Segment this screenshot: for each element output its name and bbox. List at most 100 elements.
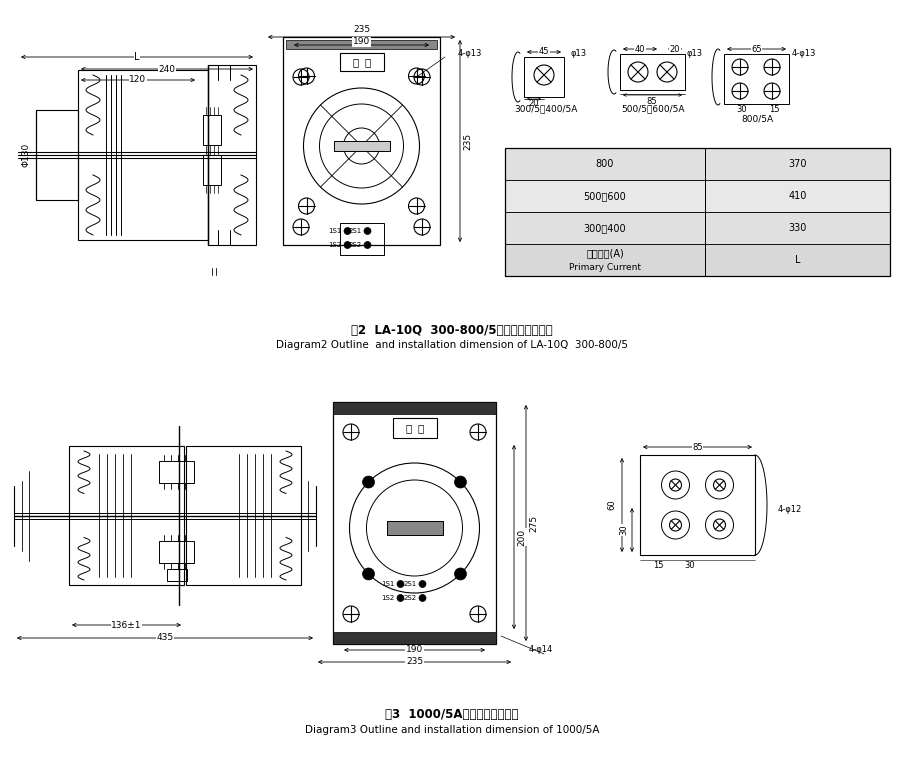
Text: 235: 235 <box>463 133 472 149</box>
Bar <box>705 212 890 244</box>
Bar <box>186 446 301 585</box>
Circle shape <box>364 228 371 234</box>
Text: 120: 120 <box>129 76 147 84</box>
Circle shape <box>397 594 404 601</box>
Bar <box>167 568 187 581</box>
Bar <box>505 148 890 276</box>
Bar <box>705 180 890 212</box>
Text: 1S2: 1S2 <box>381 595 395 601</box>
Bar <box>334 141 389 151</box>
Bar <box>334 141 389 151</box>
Text: 30: 30 <box>685 561 695 569</box>
Text: 图2  LA-10Q  300-800/5外形及安装尺寸图: 图2 LA-10Q 300-800/5外形及安装尺寸图 <box>351 323 553 336</box>
Text: 85: 85 <box>692 443 703 451</box>
Text: 2S1: 2S1 <box>404 581 416 587</box>
Text: 一次电流(A): 一次电流(A) <box>586 248 624 258</box>
Text: φ13: φ13 <box>571 50 587 58</box>
Text: φ13: φ13 <box>687 50 703 58</box>
Circle shape <box>419 581 426 588</box>
Circle shape <box>344 228 351 234</box>
Circle shape <box>454 476 466 488</box>
Text: 1S1: 1S1 <box>329 228 341 234</box>
Text: 牌: 牌 <box>417 423 424 433</box>
Bar <box>283 37 440 245</box>
Text: 30: 30 <box>620 525 628 535</box>
Text: Diagram2 Outline  and installation dimension of LA-10Q  300-800/5: Diagram2 Outline and installation dimens… <box>276 340 628 350</box>
Circle shape <box>419 594 426 601</box>
Bar <box>339 53 384 71</box>
Circle shape <box>364 241 371 248</box>
Bar <box>386 521 443 535</box>
Text: 15: 15 <box>768 104 779 113</box>
Text: 45: 45 <box>538 47 549 57</box>
Text: 275: 275 <box>529 515 538 532</box>
Text: Primary Current: Primary Current <box>569 263 641 271</box>
Text: 铭: 铭 <box>352 57 358 67</box>
Text: 190: 190 <box>353 38 370 47</box>
Text: 图3  1000/5A外形及安装尺寸图: 图3 1000/5A外形及安装尺寸图 <box>386 709 519 722</box>
Bar <box>724 54 789 104</box>
Text: 235: 235 <box>406 657 423 666</box>
Bar <box>505 180 705 212</box>
Text: 500、600: 500、600 <box>584 191 626 201</box>
Bar <box>640 455 755 555</box>
Bar <box>203 155 221 185</box>
Text: 370: 370 <box>788 159 806 169</box>
Text: 2S2: 2S2 <box>404 595 416 601</box>
Text: 40: 40 <box>634 44 645 54</box>
Text: 330: 330 <box>788 223 806 233</box>
Text: 300/5、400/5A: 300/5、400/5A <box>514 104 577 113</box>
Text: 4-φ12: 4-φ12 <box>778 506 802 515</box>
Circle shape <box>344 241 351 248</box>
Bar <box>505 212 705 244</box>
Bar <box>620 54 685 90</box>
Circle shape <box>397 581 404 588</box>
Bar <box>333 402 496 414</box>
Text: 4-φ13: 4-φ13 <box>458 50 482 58</box>
Text: 235: 235 <box>353 25 370 34</box>
Text: 1S1: 1S1 <box>381 581 395 587</box>
Bar <box>505 244 705 276</box>
Text: 牌: 牌 <box>365 57 371 67</box>
Bar <box>159 541 194 562</box>
Text: 435: 435 <box>157 633 174 643</box>
Text: 铭: 铭 <box>405 423 412 433</box>
Bar <box>386 521 443 535</box>
Text: 30: 30 <box>737 104 748 113</box>
Text: 60: 60 <box>607 499 616 510</box>
Text: 410: 410 <box>788 191 806 201</box>
Bar <box>393 418 436 438</box>
Text: Φ130: Φ130 <box>22 143 31 167</box>
Circle shape <box>363 568 375 580</box>
Circle shape <box>454 568 466 580</box>
Text: 2S1: 2S1 <box>348 228 361 234</box>
Circle shape <box>363 476 375 488</box>
Bar <box>69 446 184 585</box>
Text: 136±1: 136±1 <box>111 620 142 630</box>
Bar <box>333 632 496 644</box>
Text: 240: 240 <box>158 64 176 74</box>
Text: 1S2: 1S2 <box>329 242 341 248</box>
Text: 200: 200 <box>518 529 527 545</box>
Text: 190: 190 <box>405 646 424 654</box>
Bar <box>286 40 437 49</box>
Bar <box>36 110 78 200</box>
Bar <box>208 65 256 245</box>
Text: 800/5A: 800/5A <box>741 114 773 123</box>
Bar <box>333 402 496 644</box>
Text: L: L <box>134 52 139 62</box>
Bar <box>705 244 890 276</box>
Bar <box>78 70 208 240</box>
Bar <box>339 223 384 255</box>
Text: 2S2: 2S2 <box>348 242 361 248</box>
Bar <box>524 57 564 97</box>
Text: 15: 15 <box>653 561 663 569</box>
Text: L: L <box>795 255 800 265</box>
Bar <box>505 148 705 180</box>
Text: 4-φ14: 4-φ14 <box>529 644 553 653</box>
Text: 20: 20 <box>529 100 539 109</box>
Text: 500/5、600/5A: 500/5、600/5A <box>621 104 685 113</box>
Bar <box>159 460 194 483</box>
Text: 65: 65 <box>751 44 762 54</box>
Text: Diagram3 Outline and installation dimension of 1000/5A: Diagram3 Outline and installation dimens… <box>305 725 599 735</box>
